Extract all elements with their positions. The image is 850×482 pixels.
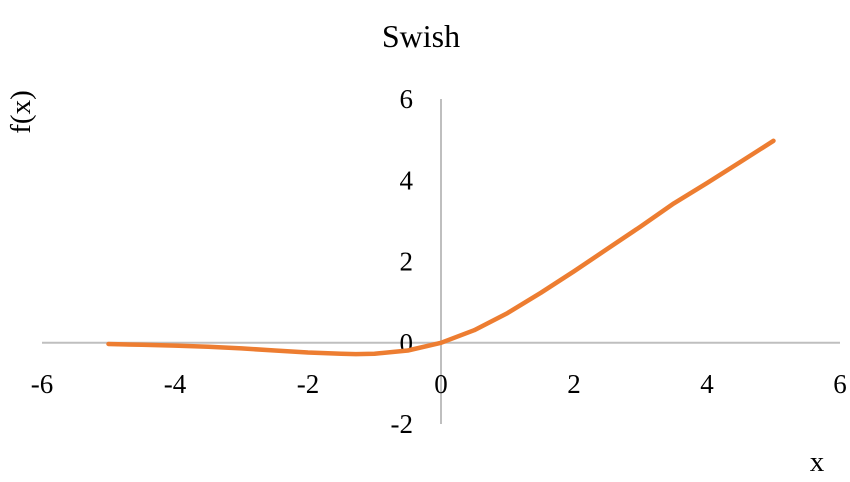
x-tick-label: -4 bbox=[164, 369, 187, 399]
x-tick-label: 2 bbox=[567, 369, 581, 399]
x-tick-label: 4 bbox=[700, 369, 714, 399]
y-axis-label: f(x) bbox=[5, 90, 37, 133]
x-tick-label: 0 bbox=[434, 369, 448, 399]
x-tick-label: 6 bbox=[833, 369, 847, 399]
x-tick-labels: -6 -4 -2 0 2 4 6 bbox=[31, 369, 847, 399]
chart-title: Swish bbox=[382, 18, 460, 54]
x-axis-label: x bbox=[810, 446, 825, 478]
y-tick-label: 2 bbox=[400, 247, 414, 277]
y-tick-label: 4 bbox=[400, 165, 414, 195]
y-tick-label: -2 bbox=[391, 409, 414, 439]
swish-series-line bbox=[106, 138, 776, 357]
y-tick-label: 6 bbox=[400, 84, 414, 114]
x-tick-label: -6 bbox=[31, 369, 54, 399]
series-layer bbox=[106, 138, 776, 357]
x-tick-label: -2 bbox=[297, 369, 320, 399]
